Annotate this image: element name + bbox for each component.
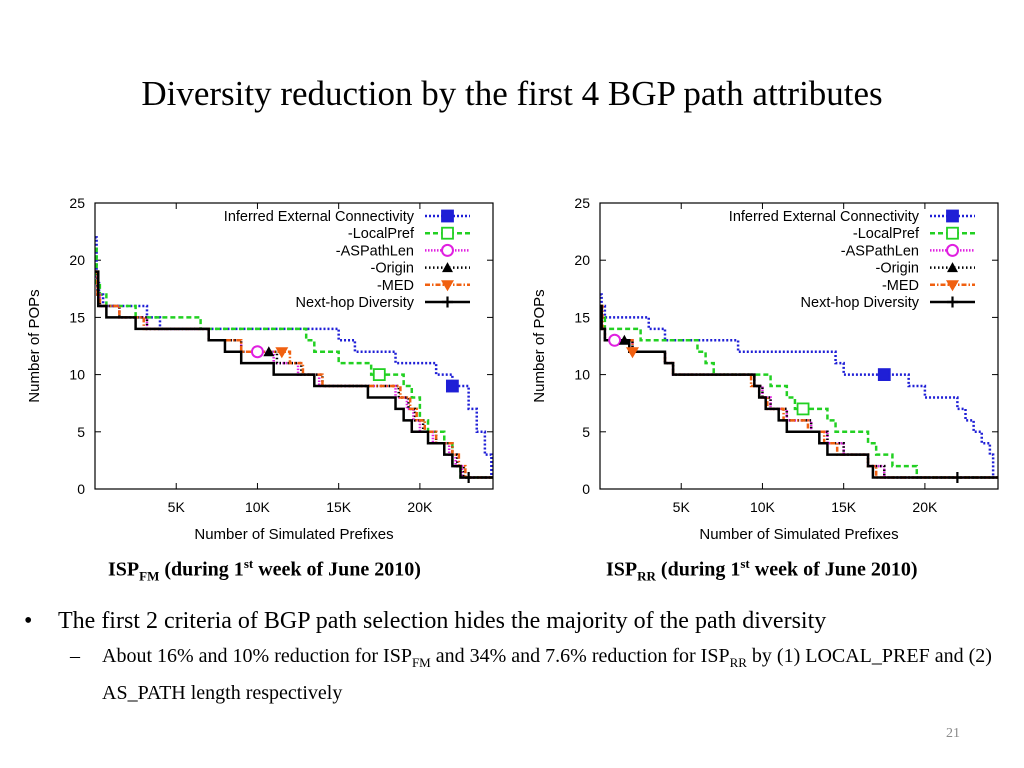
series-marker [625,347,639,359]
legend-marker [442,296,453,308]
series-line [600,293,998,479]
series-marker [951,472,963,484]
caption-isp-sub: RR [637,568,656,584]
series-marker [463,472,475,484]
caption-isp: ISP [108,558,140,581]
x-tick-label: 10K [750,499,776,515]
legend-label: -MED [377,278,414,294]
y-tick-label: 5 [77,424,85,440]
legend-label: -Origin [370,261,414,277]
legend-marker [441,209,454,223]
legend-label: -ASPathLen [336,243,414,259]
bullet-dash: – [70,645,80,667]
y-tick-label: 10 [574,367,590,383]
series-marker [263,346,275,357]
legend-marker [946,209,959,223]
legend-marker [441,226,454,240]
series-marker [618,334,630,345]
series-marker [877,368,891,382]
legend-marker [946,226,959,240]
plot-frame [94,202,494,490]
series-line [95,270,493,479]
series-line [95,236,493,479]
y-axis-label: Number of POPs [531,289,548,402]
series-line [600,304,998,479]
slide-title: Diversity reduction by the first 4 BGP p… [141,74,883,113]
y-tick-label: 10 [69,367,85,383]
x-axis-label: Number of Simulated Prefixes [194,526,393,543]
bullet-main-text: The first 2 criteria of BGP path selecti… [58,608,827,634]
y-tick-label: 0 [77,481,85,497]
x-tick-label: 20K [407,499,433,515]
bullet-sub-text-1: About 16% and 10% reduction for ISP [102,645,412,667]
x-tick-label: 15K [831,499,857,515]
legend-label: Inferred External Connectivity [729,209,920,225]
legend-marker [441,280,454,292]
x-tick-label: 20K [912,499,938,515]
caption-isp-sub: FM [139,568,160,584]
caption-sup: st [243,556,254,571]
chart-ispfm: 0 5 10 15 20 25 5K 10K 15K 20K Inferred External C… [26,195,494,543]
legend-marker [946,280,959,292]
legend-marker [441,243,454,257]
x-tick-label: 10K [245,499,271,515]
series-line [600,304,998,479]
caption-sup: st [740,556,750,571]
caption-text-b: week of June 2010) [749,558,918,581]
legend-marker [947,296,958,308]
bullet-sub-rr: RR [729,655,747,670]
legend-label: Inferred External Connectivity [224,209,415,225]
y-tick-label: 0 [582,481,590,497]
legend-label: -LocalPref [348,226,415,242]
legend-marker [946,243,959,257]
legend-label: -MED [882,278,919,294]
caption-isp: ISP [606,558,638,581]
legend-marker [442,262,453,273]
series-marker [796,402,810,416]
y-tick-label: 25 [69,195,85,211]
caption-isprr: ISPRR (during 1st week of June 2010) [606,556,918,585]
y-tick-label: 20 [574,252,590,268]
series-line [600,304,998,479]
series-marker [275,347,289,359]
legend-label: Next-hop Diversity [296,295,415,311]
legend-label: -Origin [875,261,919,277]
y-tick-label: 15 [574,309,590,325]
series-marker [372,368,386,382]
bullet-sub: – About 16% and 10% reduction for ISPFM a… [24,641,994,708]
page-number: 21 [946,726,960,741]
series-line [600,304,998,479]
series-line [600,304,998,479]
bullet-dot: • [24,608,33,634]
legend-label: -LocalPref [853,226,920,242]
series-line [95,247,493,479]
bullet-sub-text-3: by (1) LOCAL_PREF and (2) AS_PATH length… [102,645,992,704]
caption-ispfm: ISPFM (during 1st week of June 2010) [108,556,421,585]
bullet-list: • The first 2 criteria of BGP path select… [24,608,994,708]
legend-marker [947,262,958,273]
legend-label: -ASPathLen [841,243,919,259]
y-axis-label: Number of POPs [26,289,43,402]
bullet-sub-text-2: and 34% and 7.6% reduction for ISP [430,645,730,667]
series-marker [445,379,459,393]
x-tick-label: 15K [326,499,352,515]
plot-frame [599,202,999,490]
x-axis-label: Number of Simulated Prefixes [699,526,898,543]
chart-isprr: 0 5 10 15 20 25 5K 10K 15K 20K Inferred External C… [531,195,999,543]
legend-label: Next-hop Diversity [801,295,920,311]
series-marker [250,345,264,359]
y-tick-label: 5 [582,424,590,440]
caption-text-a: (during 1 [159,558,244,581]
y-tick-label: 20 [69,252,85,268]
caption-text-b: week of June 2010) [253,558,421,581]
x-tick-label: 5K [168,499,186,515]
x-tick-label: 5K [673,499,691,515]
y-tick-label: 15 [69,309,85,325]
bullet-sub-fm: FM [411,655,431,670]
caption-text-a: (during 1 [655,558,741,581]
y-tick-label: 25 [574,195,590,211]
bullet-main: • The first 2 criteria of BGP path select… [24,608,994,635]
series-marker [608,333,622,347]
